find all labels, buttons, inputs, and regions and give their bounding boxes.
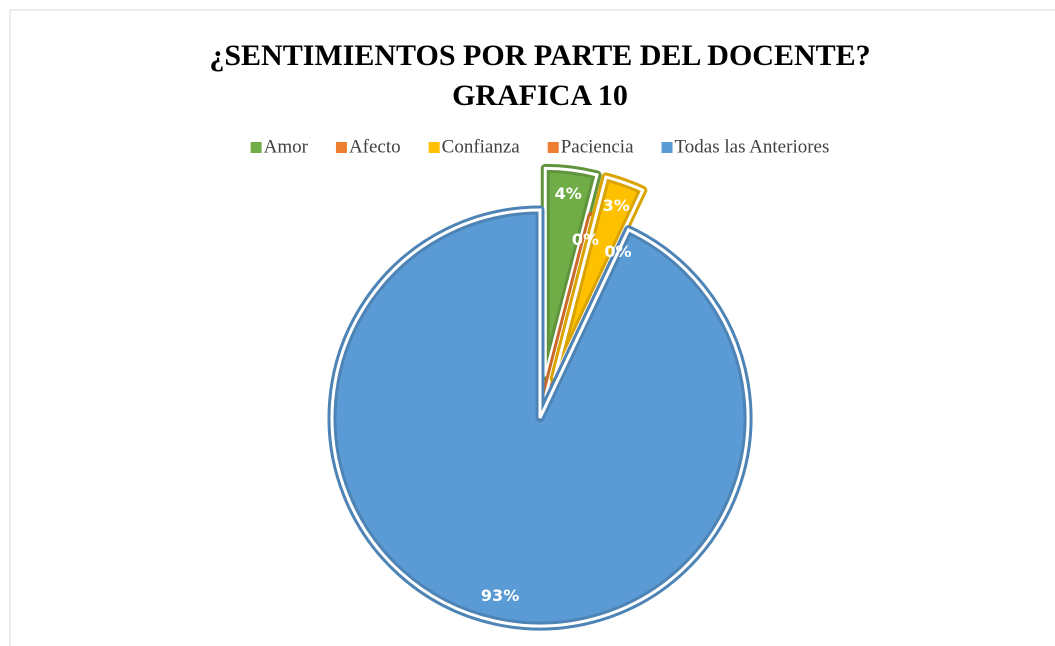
legend-marker [661, 142, 673, 153]
legend-label: Confianza [442, 136, 521, 157]
legend-marker [335, 142, 347, 153]
slice-separator [543, 166, 599, 377]
legend-label: Paciencia [561, 136, 634, 157]
legend-marker [250, 142, 262, 153]
chart-subtitle: GRAFICA 10 [452, 79, 628, 112]
data-label: 93% [481, 586, 519, 605]
slice-separator [330, 208, 750, 628]
data-label: 3% [603, 196, 630, 215]
slice-separator [552, 175, 645, 380]
legend-marker [547, 142, 559, 153]
legend-label: Amor [264, 136, 309, 157]
data-label: 0% [572, 230, 599, 249]
legend-marker [428, 142, 440, 153]
data-label: 0% [604, 242, 631, 261]
legend-label: Todas las Anteriores [675, 136, 830, 157]
data-label: 4% [555, 184, 582, 203]
legend-label: Afecto [349, 136, 401, 157]
chart-title: ¿SENTIMIENTOS POR PARTE DEL DOCENTE? [209, 39, 870, 72]
